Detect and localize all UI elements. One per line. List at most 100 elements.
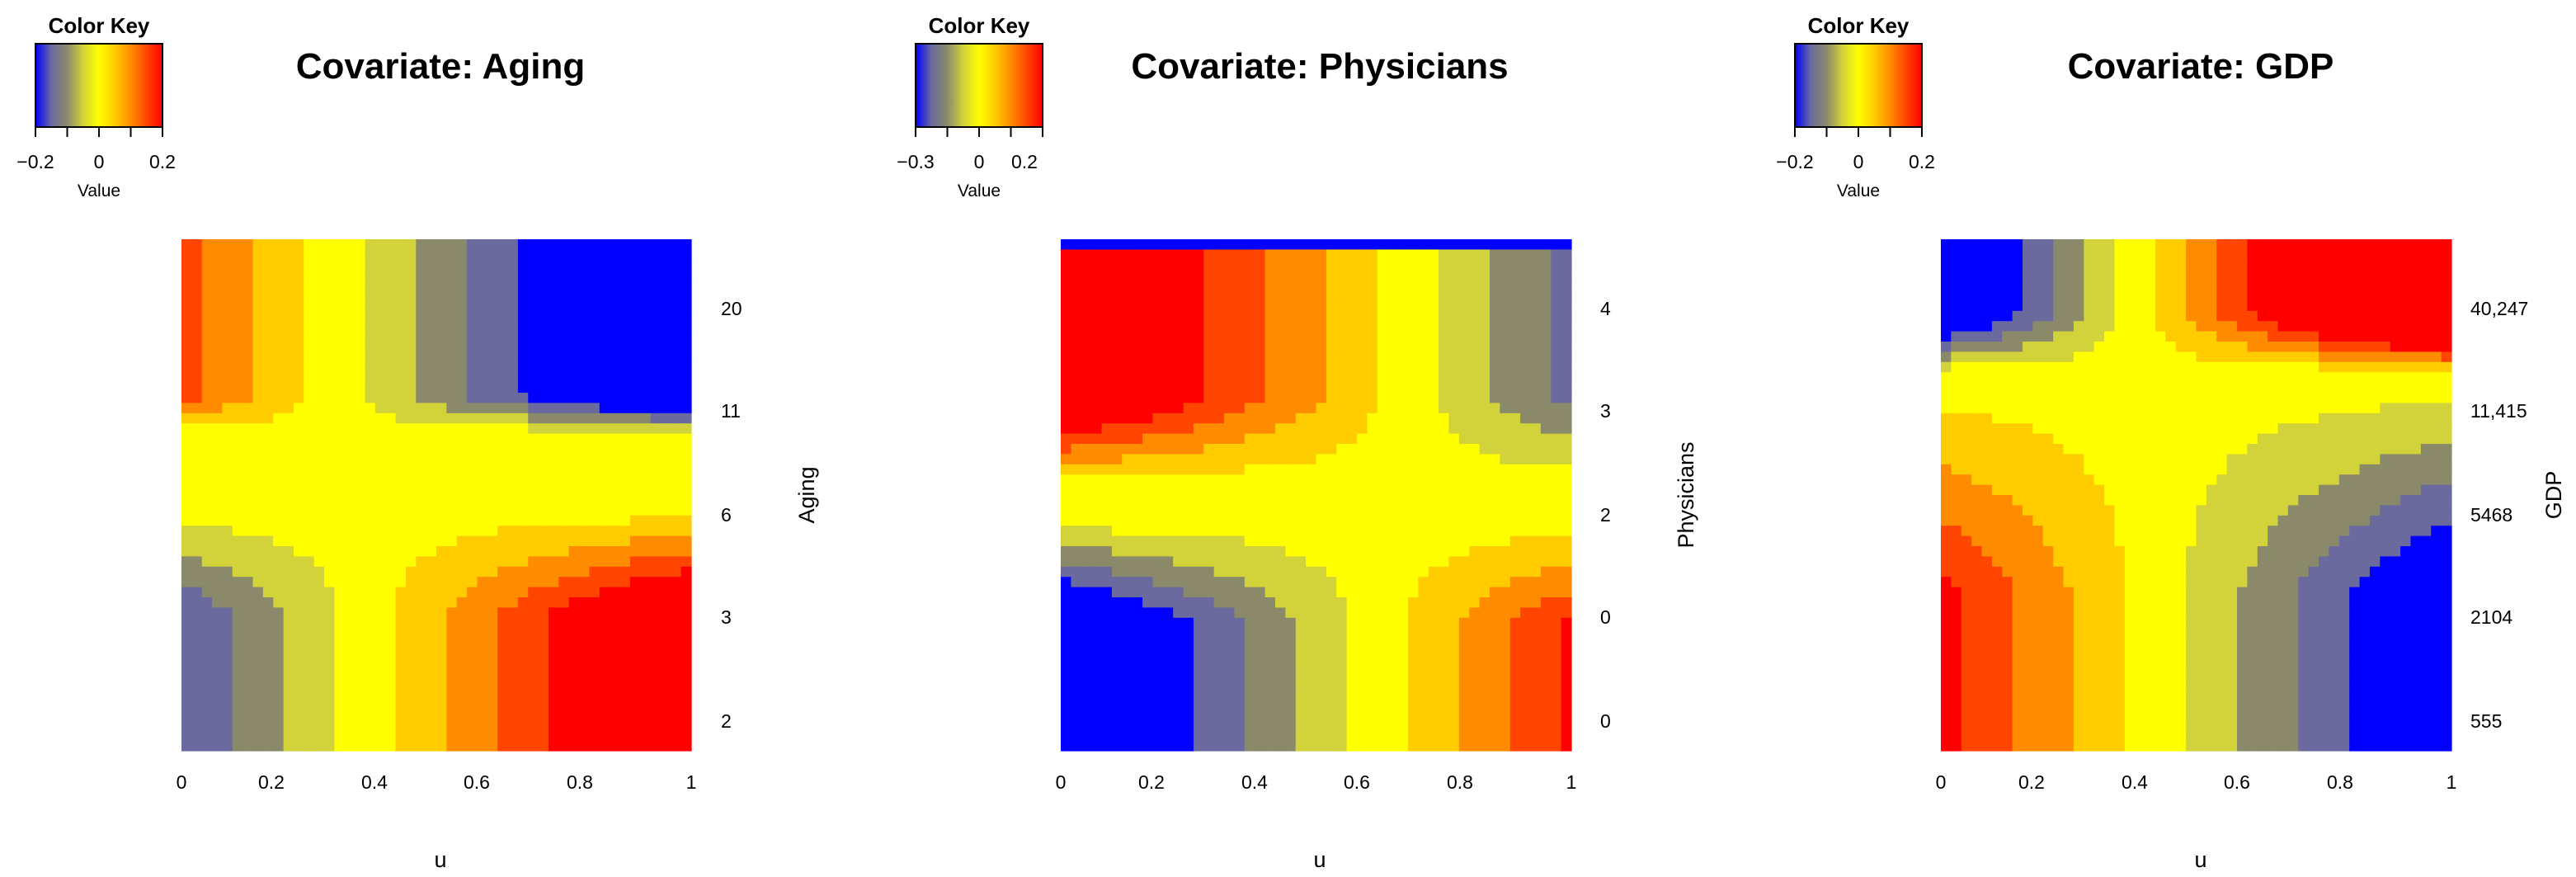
heatmap-cell bbox=[293, 740, 304, 752]
heatmap-cell bbox=[1142, 515, 1154, 526]
heatmap-cell bbox=[191, 413, 203, 424]
heatmap-cell bbox=[1316, 361, 1327, 373]
heatmap-cell bbox=[374, 546, 386, 557]
heatmap-cell bbox=[1091, 526, 1103, 537]
heatmap-cell bbox=[334, 310, 346, 322]
heatmap-cell bbox=[507, 351, 519, 363]
heatmap-cell bbox=[1173, 280, 1184, 291]
heatmap-cell bbox=[1142, 700, 1154, 710]
heatmap-cell bbox=[650, 372, 662, 384]
heatmap-cell bbox=[1091, 433, 1103, 445]
heatmap-cell bbox=[1407, 342, 1419, 352]
heatmap-cell bbox=[1234, 393, 1246, 403]
heatmap-cell bbox=[517, 403, 529, 414]
heatmap-cell bbox=[528, 351, 539, 363]
heatmap-cell bbox=[1274, 556, 1286, 568]
heatmap-cell bbox=[374, 280, 386, 291]
heatmap-cell bbox=[671, 658, 682, 670]
heatmap-cell bbox=[1509, 597, 1521, 608]
heatmap-cell bbox=[365, 658, 376, 670]
heatmap-cell bbox=[528, 290, 539, 301]
heatmap-cell bbox=[374, 464, 386, 475]
heatmap-cell bbox=[1439, 710, 1450, 721]
heatmap-cell bbox=[1367, 556, 1378, 568]
heatmap-cell bbox=[1091, 710, 1103, 721]
heatmap-cell bbox=[243, 413, 254, 424]
heatmap-cell bbox=[365, 566, 376, 578]
heatmap-cell bbox=[517, 290, 529, 301]
heatmap-cell bbox=[1203, 310, 1215, 322]
heatmap-cell bbox=[313, 321, 325, 332]
heatmap-cell bbox=[660, 607, 671, 619]
heatmap-cell bbox=[487, 280, 498, 291]
heatmap-cell bbox=[232, 372, 243, 384]
heatmap-cell bbox=[1122, 658, 1133, 670]
heatmap-cell bbox=[1183, 730, 1194, 742]
heatmap-cell bbox=[365, 382, 376, 394]
heatmap-cell bbox=[222, 740, 233, 752]
heatmap-cell bbox=[1255, 689, 1266, 700]
heatmap-cell bbox=[1346, 413, 1358, 424]
heatmap-cell bbox=[1520, 474, 1532, 486]
heatmap-cell bbox=[374, 638, 386, 649]
heatmap-cell bbox=[1224, 300, 1236, 312]
heatmap-cell bbox=[517, 628, 529, 639]
heatmap-cell bbox=[436, 372, 447, 384]
heatmap-cell bbox=[497, 342, 509, 352]
heatmap-cell bbox=[579, 505, 590, 516]
heatmap-cell bbox=[355, 495, 366, 506]
heatmap-cell bbox=[181, 382, 192, 394]
heatmap-cell bbox=[355, 535, 366, 547]
heatmap-cell bbox=[517, 740, 529, 752]
heatmap-cell bbox=[1479, 393, 1491, 403]
heatmap-cell bbox=[1264, 351, 1276, 363]
heatmap-cell bbox=[1162, 730, 1174, 742]
heatmap-cell bbox=[273, 597, 285, 608]
heatmap-cell bbox=[426, 535, 437, 547]
heatmap-cell bbox=[181, 423, 192, 435]
heatmap-cell bbox=[1162, 433, 1174, 445]
heatmap-cell bbox=[191, 597, 203, 608]
heatmap-cell bbox=[1132, 566, 1143, 578]
heatmap-cell bbox=[1306, 249, 1317, 261]
heatmap-cell bbox=[1377, 433, 1388, 445]
heatmap-cell bbox=[1407, 331, 1419, 342]
heatmap-cell bbox=[304, 679, 315, 691]
heatmap-cell bbox=[1111, 648, 1123, 659]
heatmap-cell bbox=[355, 505, 366, 516]
heatmap-cell bbox=[1377, 321, 1388, 332]
heatmap-cell bbox=[1479, 342, 1491, 352]
heatmap-cell bbox=[1357, 700, 1368, 710]
heatmap-cell bbox=[1255, 280, 1266, 291]
heatmap-cell bbox=[1111, 700, 1123, 710]
heatmap-cell bbox=[1336, 474, 1348, 486]
heatmap-cell bbox=[395, 454, 407, 465]
heatmap-cell bbox=[589, 433, 600, 445]
heatmap-cell bbox=[395, 597, 407, 608]
heatmap-cell bbox=[1142, 719, 1154, 731]
heatmap-cell bbox=[507, 259, 519, 271]
heatmap-cell bbox=[395, 413, 407, 424]
heatmap-cell bbox=[1295, 321, 1307, 332]
heatmap-cell bbox=[1071, 719, 1082, 731]
heatmap-cell bbox=[1244, 361, 1255, 373]
heatmap-cell bbox=[1193, 597, 1204, 608]
heatmap-cell bbox=[1142, 587, 1154, 598]
heatmap-cell bbox=[1071, 710, 1082, 721]
heatmap-cell bbox=[355, 484, 366, 496]
heatmap-cell bbox=[1540, 300, 1552, 312]
heatmap-cell bbox=[1306, 454, 1317, 465]
heatmap-cell bbox=[252, 361, 264, 373]
heatmap-cell bbox=[1407, 566, 1419, 578]
heatmap-cell bbox=[1418, 280, 1429, 291]
heatmap-cell bbox=[640, 740, 652, 752]
heatmap-cell bbox=[1071, 700, 1082, 710]
heatmap-cell bbox=[252, 259, 264, 271]
heatmap-cell bbox=[629, 730, 641, 742]
heatmap-cell bbox=[313, 464, 325, 475]
heatmap-cell bbox=[334, 321, 346, 332]
heatmap-cell bbox=[1234, 679, 1246, 691]
heatmap-cell bbox=[191, 526, 203, 537]
heatmap-cell bbox=[1234, 577, 1246, 588]
heatmap-cell bbox=[1428, 535, 1439, 547]
